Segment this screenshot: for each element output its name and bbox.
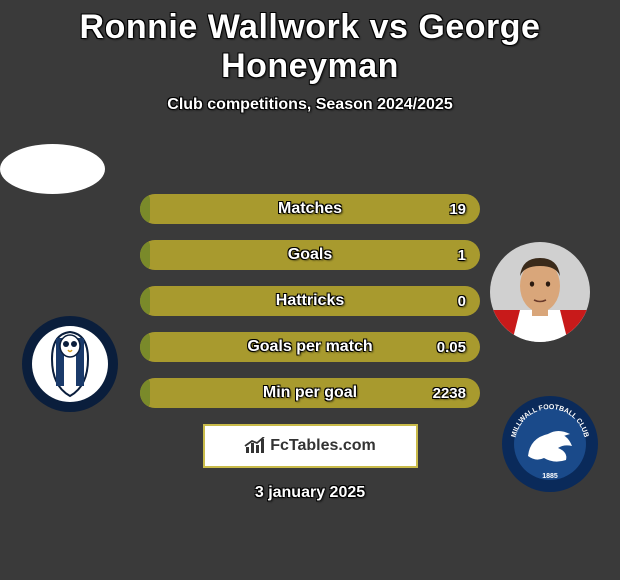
player-right-avatar: [490, 242, 590, 342]
player-right-svg: [490, 242, 590, 342]
stat-bar: Min per goal 2238: [140, 378, 480, 408]
badge-right-svg: MILLWALL FOOTBALL CLUB 1885: [500, 394, 600, 494]
stat-bar-value: 0.05: [437, 339, 466, 356]
stat-bar-fill: [140, 194, 150, 224]
club-badge-right: MILLWALL FOOTBALL CLUB 1885: [500, 394, 600, 494]
svg-text:1885: 1885: [542, 473, 558, 480]
stat-bar-label: Min per goal: [263, 384, 357, 402]
stat-bar-fill: [140, 332, 150, 362]
stat-bar-label: Goals: [288, 246, 332, 264]
subtitle: Club competitions, Season 2024/2025: [0, 96, 620, 114]
comparison-content: MILLWALL FOOTBALL CLUB 1885 Matches 19 Goa…: [0, 144, 620, 502]
stat-bar: Goals 1: [140, 240, 480, 270]
stat-bar-value: 2238: [433, 385, 466, 402]
stat-bar-value: 1: [458, 247, 466, 264]
stat-bar-fill: [140, 378, 150, 408]
club-badge-left: [20, 314, 120, 414]
player-left-avatar: [0, 144, 105, 194]
stat-bar-label: Hattricks: [276, 292, 344, 310]
stat-bar-label: Goals per match: [247, 338, 372, 356]
chart-icon: [244, 437, 266, 455]
stat-bar: Hattricks 0: [140, 286, 480, 316]
watermark: FcTables.com: [203, 424, 418, 468]
stat-bar: Goals per match 0.05: [140, 332, 480, 362]
stat-bar-fill: [140, 286, 150, 316]
page-title: Ronnie Wallwork vs George Honeyman: [0, 0, 620, 86]
stat-bar-value: 0: [458, 293, 466, 310]
stat-bar-fill: [140, 240, 150, 270]
stats-bars: Matches 19 Goals 1 Hattricks 0 Goals per match…: [140, 194, 480, 408]
watermark-text: FcTables.com: [270, 437, 376, 455]
badge-left-svg: [20, 314, 120, 414]
stat-bar: Matches 19: [140, 194, 480, 224]
stat-bar-label: Matches: [278, 200, 342, 218]
stat-bar-value: 19: [449, 201, 466, 218]
